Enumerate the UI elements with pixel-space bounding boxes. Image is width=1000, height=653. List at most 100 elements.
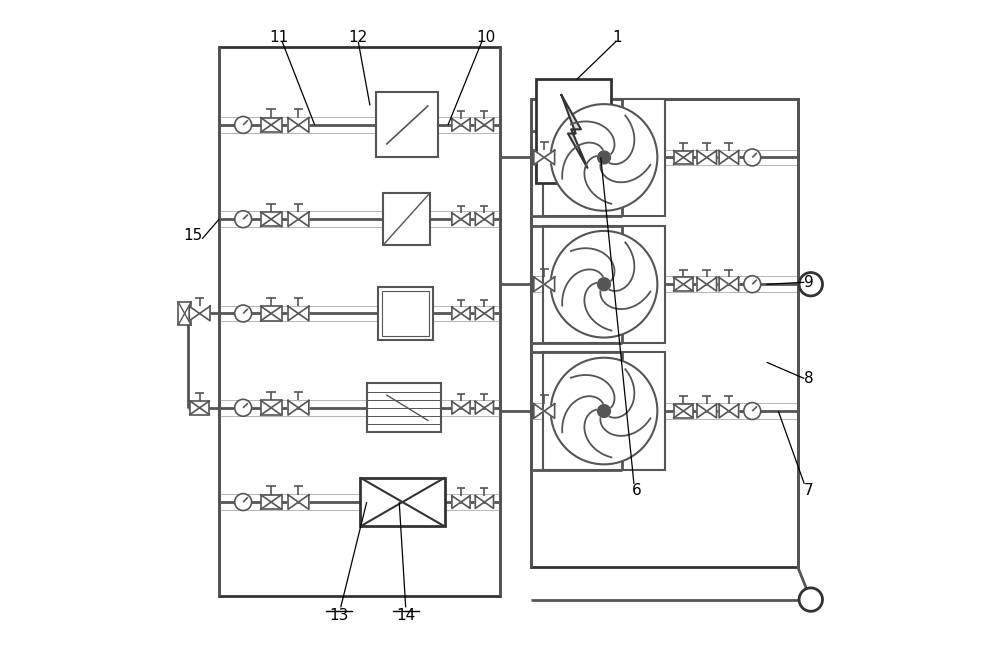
Bar [360,478,445,526]
Polygon shape [484,307,493,320]
Polygon shape [452,213,461,225]
Bar [674,404,693,418]
Polygon shape [475,496,484,509]
Polygon shape [475,402,484,414]
Bar [261,495,282,509]
Circle shape [744,276,761,293]
Polygon shape [544,277,555,291]
Bar [674,278,693,291]
Bar [190,401,209,415]
Text: 6: 6 [632,483,641,498]
Polygon shape [719,278,729,291]
Text: 15: 15 [183,228,203,243]
Bar [531,99,798,567]
Polygon shape [298,400,309,415]
Polygon shape [461,307,470,320]
Text: 1: 1 [612,29,622,44]
Polygon shape [484,496,493,509]
Polygon shape [288,118,298,132]
Polygon shape [475,307,484,320]
Bar [378,287,433,340]
Text: 12: 12 [349,29,368,44]
Bar [383,193,430,246]
Polygon shape [561,95,587,168]
Bar [367,383,441,432]
Polygon shape [484,119,493,131]
Circle shape [598,151,610,164]
Circle shape [744,403,761,419]
Bar [543,99,665,216]
Polygon shape [452,119,461,131]
Polygon shape [729,404,739,418]
Circle shape [551,231,657,338]
Circle shape [744,149,761,166]
Bar [261,306,282,321]
Circle shape [235,494,252,511]
Polygon shape [544,404,555,419]
Text: 8: 8 [804,371,814,386]
Bar [261,118,282,132]
Circle shape [235,305,252,322]
Polygon shape [729,278,739,291]
Polygon shape [452,496,461,509]
Polygon shape [697,404,707,418]
Circle shape [799,272,823,296]
Text: 11: 11 [269,29,289,44]
Polygon shape [719,151,729,165]
Circle shape [598,278,610,291]
Bar [543,225,665,343]
Polygon shape [461,213,470,225]
Polygon shape [719,404,729,418]
Polygon shape [707,278,717,291]
Text: 7: 7 [804,483,814,498]
Circle shape [799,588,823,611]
Polygon shape [475,213,484,225]
Bar [178,302,191,325]
Polygon shape [484,402,493,414]
Circle shape [235,211,252,228]
Polygon shape [461,402,470,414]
Bar [543,353,665,470]
Text: 13: 13 [329,609,348,624]
Polygon shape [288,212,298,227]
Bar [382,291,429,336]
Polygon shape [534,404,544,419]
Bar [376,93,438,157]
Polygon shape [484,213,493,225]
Circle shape [235,400,252,416]
Bar [219,47,500,596]
Polygon shape [697,278,707,291]
Polygon shape [475,119,484,131]
Polygon shape [697,151,707,165]
Polygon shape [189,306,200,321]
Polygon shape [707,404,717,418]
Bar [261,400,282,415]
Text: 9: 9 [804,275,814,290]
Polygon shape [200,306,210,321]
Text: 14: 14 [396,609,415,624]
Polygon shape [534,277,544,291]
Polygon shape [544,150,555,165]
Circle shape [551,104,657,211]
Polygon shape [452,307,461,320]
Polygon shape [298,118,309,132]
Polygon shape [298,212,309,227]
Bar [536,80,611,183]
Polygon shape [452,402,461,414]
Polygon shape [298,495,309,509]
Circle shape [598,405,610,417]
Polygon shape [288,306,298,321]
Polygon shape [534,150,544,165]
Circle shape [551,358,657,464]
Polygon shape [707,151,717,165]
Circle shape [235,116,252,133]
Bar [674,151,693,165]
Polygon shape [288,400,298,415]
Polygon shape [729,151,739,165]
Text: 10: 10 [476,29,495,44]
Polygon shape [461,496,470,509]
Polygon shape [461,119,470,131]
Polygon shape [288,495,298,509]
Bar [261,212,282,227]
Polygon shape [298,306,309,321]
